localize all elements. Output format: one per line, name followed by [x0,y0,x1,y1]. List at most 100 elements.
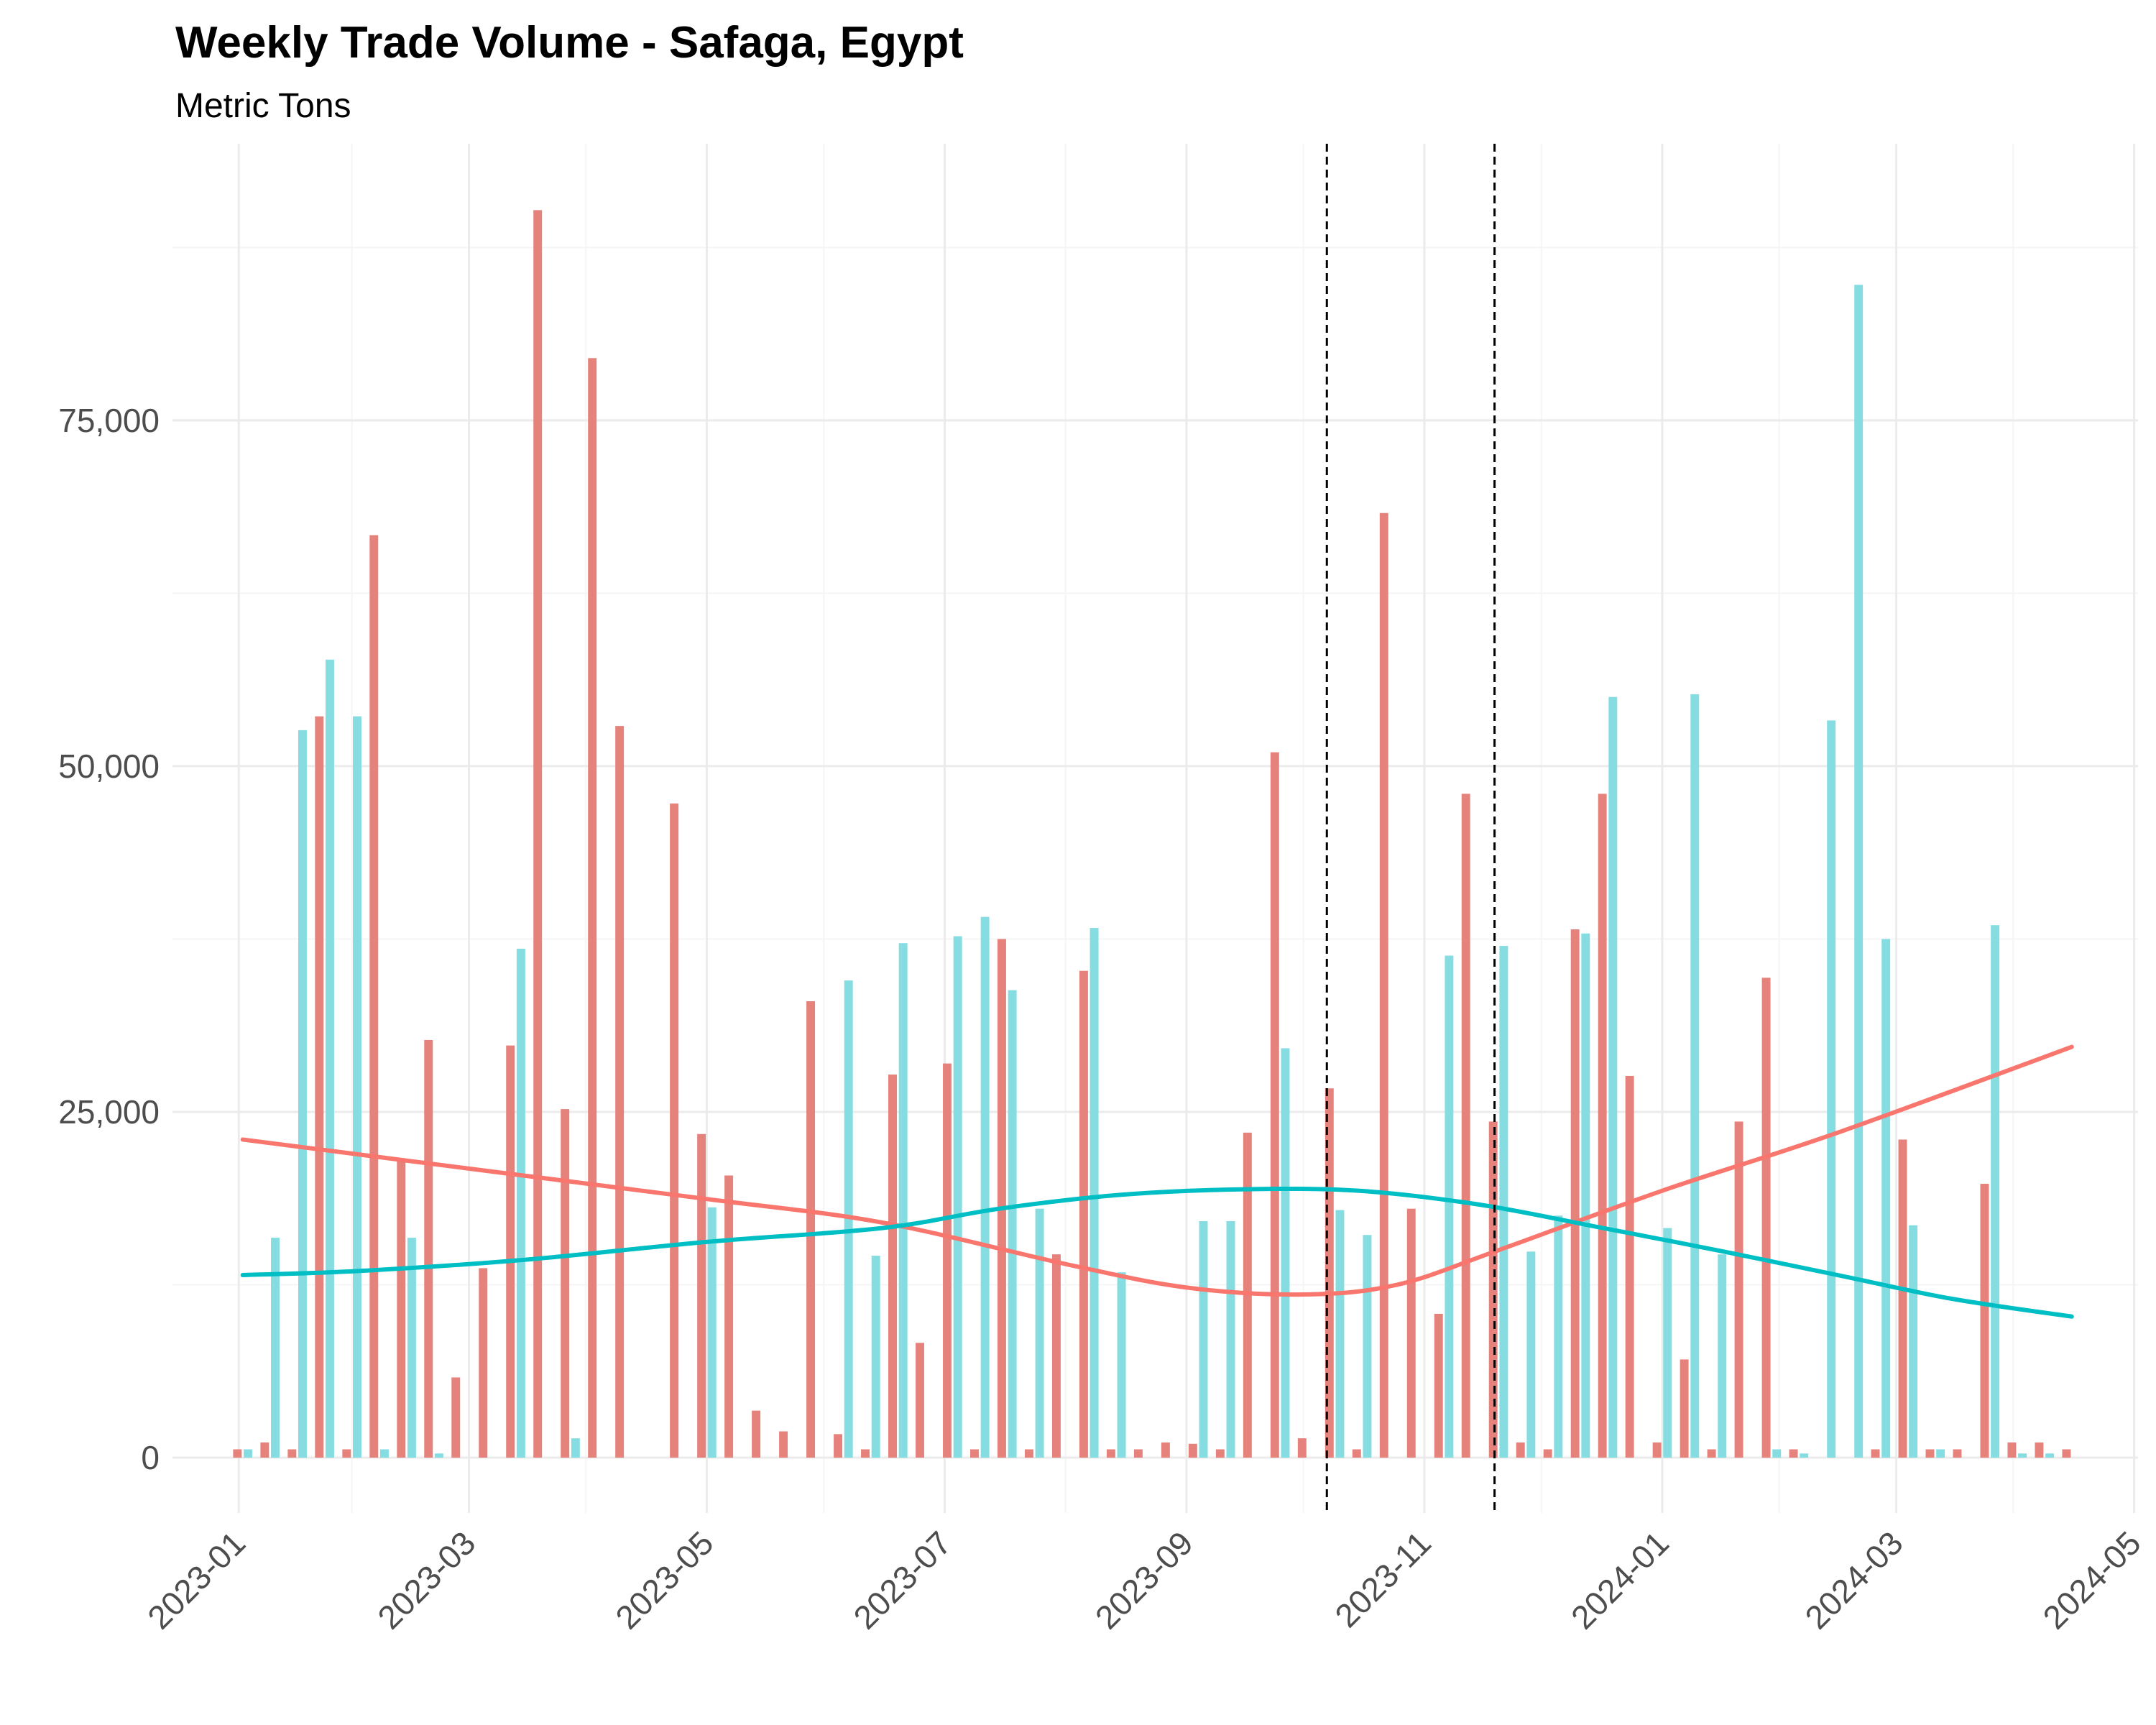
bar-series-a [397,1160,406,1458]
bar-series-b [1199,1220,1208,1458]
bar-series-a [1106,1449,1115,1458]
bar-marks [233,210,2071,1458]
bar-series-a [670,803,679,1458]
bar-series-a [916,1343,924,1458]
bar-series-a [697,1133,706,1458]
bar-series-b [1117,1272,1126,1458]
bar-series-b [298,730,307,1458]
bar-series-a [1297,1438,1307,1458]
bar-series-b [1008,990,1017,1458]
bar-series-b [571,1438,580,1458]
x-tick-label: 2023-11 [1327,1524,1438,1634]
bar-series-a [1707,1449,1716,1458]
bar-series-b [1089,928,1099,1458]
bar-series-a [615,726,625,1458]
bar-series-a [1625,1075,1634,1458]
bar-series-a [233,1449,242,1458]
bar-series-a [1461,794,1470,1458]
bar-series-b [1718,1254,1727,1458]
bar-series-a [2007,1442,2017,1458]
bar-series-a [861,1449,870,1458]
bar-series-a [1734,1121,1743,1458]
bar-series-a [834,1434,843,1458]
trend-line-series-a [240,1044,2074,1297]
bar-series-b [325,659,334,1458]
bar-series-a [2062,1449,2071,1458]
bar-series-a [943,1063,952,1458]
y-tick-label: 25,000 [58,1093,160,1131]
bar-series-a [1680,1359,1689,1458]
bar-series-b [379,1449,389,1458]
bar-series-b [2018,1453,2027,1458]
bar-series-b [871,1256,880,1458]
bar-series-b [352,716,361,1458]
bar-series-a [479,1268,488,1458]
bar-series-b [1445,955,1454,1458]
bar-series-a [1188,1443,1197,1458]
y-axis-ticks: 0 25,000 50,000 75,000 [58,402,160,1476]
minor-gridlines [172,144,2138,1513]
bar-series-b [2045,1453,2055,1458]
x-tick-label: 2023-01 [140,1524,252,1636]
bar-series-b [1827,720,1836,1458]
bar-series-a [561,1109,570,1458]
x-axis-ticks: 2023-01 2023-03 2023-05 2023-07 2023-09 2023-… [140,1524,2147,1636]
bar-series-a [533,210,543,1458]
bar-series-a [2035,1442,2044,1458]
bar-series-b [953,936,962,1458]
bar-series-a [1980,1184,1989,1458]
bar-series-a [1871,1449,1880,1458]
chart-subtitle: Metric Tons [175,87,351,125]
bar-series-a [588,358,597,1458]
bar-series-a [1161,1442,1170,1458]
bar-series-a [806,1001,816,1458]
trend-lines [240,1044,2074,1319]
bar-series-a [779,1431,788,1458]
bar-series-a [1024,1449,1033,1458]
bar-series-a [1570,929,1580,1458]
bar-series-a [1761,978,1771,1458]
bar-series-a [1079,970,1088,1458]
trend-line-series-b [240,1186,2074,1319]
bar-series-a [1953,1449,1962,1458]
bar-series-b [707,1207,717,1458]
bar-series-b [1909,1225,1918,1458]
bar-series-b [244,1449,252,1458]
bar-series-b [1335,1210,1345,1458]
bar-series-a [1352,1449,1361,1458]
bar-series-b [1800,1453,1809,1458]
bar-series-b [1581,933,1590,1458]
bar-series-a [1051,1254,1061,1458]
x-tick-label: 2023-09 [1088,1524,1200,1636]
bar-series-b [1881,939,1891,1458]
x-tick-label: 2024-03 [1797,1524,1909,1636]
bar-series-b [434,1453,443,1458]
bar-series-b [1554,1215,1563,1458]
chart-title: Weekly Trade Volume - Safaga, Egypt [175,18,964,68]
bar-series-a [724,1175,734,1458]
bar-series-a [1925,1449,1935,1458]
major-gridlines [172,144,2138,1513]
bar-series-a [424,1039,433,1458]
bar-series-b [271,1238,280,1458]
bar-series-a [1543,1449,1552,1458]
bar-series-a [1379,512,1388,1458]
bar-series-b [1663,1228,1672,1458]
bar-series-b [1281,1048,1290,1458]
bar-series-b [1499,946,1508,1458]
bar-series-a [369,535,379,1458]
y-tick-label: 50,000 [58,748,160,785]
x-tick-label: 2024-01 [1564,1524,1676,1636]
bar-series-a [970,1449,979,1458]
x-tick-label: 2023-05 [608,1524,720,1636]
y-tick-label: 75,000 [58,402,160,439]
bar-series-b [516,948,525,1458]
bar-series-a [1898,1139,1907,1458]
bar-series-b [1936,1449,1945,1458]
bar-series-b [980,916,990,1458]
bar-series-a [451,1377,461,1458]
bar-series-a [1215,1449,1225,1458]
bar-series-a [1406,1208,1416,1458]
bar-series-a [260,1442,270,1458]
